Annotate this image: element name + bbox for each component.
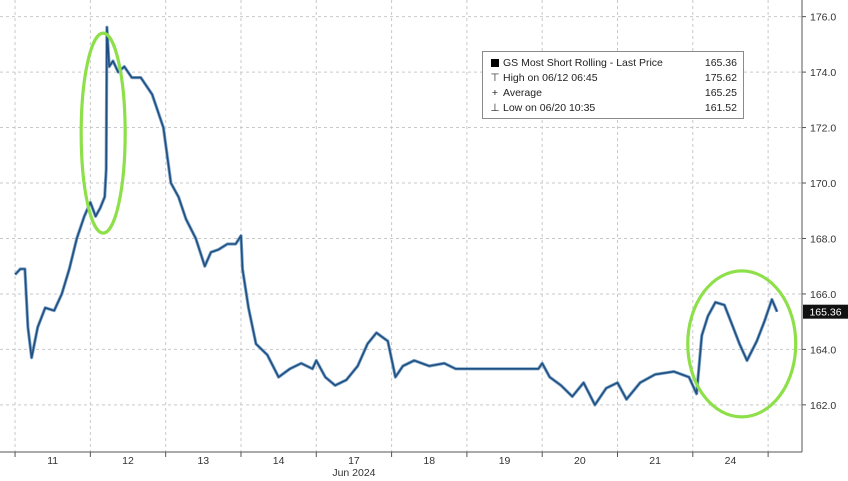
last-price-tag-label: 165.36 [809, 307, 841, 319]
y-tick-label: 162.0 [810, 400, 836, 412]
y-tick-label: 174.0 [810, 67, 836, 79]
x-axis-label: Jun 2024 [332, 467, 375, 479]
x-tick-label: 12 [122, 455, 134, 467]
series-layer [13, 25, 779, 407]
y-tick-label: 170.0 [810, 178, 836, 190]
legend-label: Average [503, 87, 542, 99]
x-tick-label: 21 [649, 455, 661, 467]
legend-label: Low on 06/20 10:35 [503, 102, 596, 114]
y-tick-label: 168.0 [810, 233, 836, 245]
legend-entry: ⊤ High on 06/12 06:45 175.62 [489, 71, 737, 85]
legend-value: 165.25 [704, 87, 737, 99]
square-icon [489, 56, 501, 70]
series-line [14, 26, 778, 406]
y-tick-label: 176.0 [810, 12, 836, 24]
x-tick-label: 17 [348, 455, 360, 467]
highlight-ellipse [79, 31, 127, 235]
y-tick-label: 172.0 [810, 123, 836, 135]
average-marker-icon: + [491, 87, 499, 99]
low-marker-icon: ⊥ [490, 102, 500, 114]
x-tick-label: 11 [47, 455, 58, 467]
legend-label: High on 06/12 06:45 [503, 72, 598, 84]
y-tick-label: 166.0 [810, 289, 836, 301]
x-tick-label: 13 [197, 455, 209, 467]
last-price-tag [803, 304, 848, 319]
x-tick-label: 14 [273, 455, 285, 467]
legend-value: 175.62 [704, 72, 737, 84]
legend-entry: + Average 165.25 [489, 86, 737, 100]
annotations [79, 31, 798, 419]
y-tick-label: 164.0 [810, 344, 836, 356]
last-price-tag-group: 165.36 [803, 304, 848, 319]
x-tick-label: 24 [725, 455, 737, 467]
legend-label: GS Most Short Rolling - Last Price [503, 57, 663, 69]
legend-value: 161.52 [704, 102, 737, 114]
legend: GS Most Short Rolling - Last Price 165.3… [482, 51, 744, 119]
x-axis: 11 12 13 14 17 18 19 20 21 24 Jun 2024 [0, 451, 802, 479]
x-tick-label: 18 [423, 455, 435, 467]
x-tick-label: 19 [499, 455, 511, 467]
highlight-ellipse [686, 269, 798, 419]
legend-value: 165.36 [704, 57, 737, 69]
high-marker-icon: ⊤ [490, 72, 500, 84]
x-tick-label: 20 [574, 455, 586, 467]
legend-entry: GS Most Short Rolling - Last Price 165.3… [489, 56, 737, 70]
legend-entry: ⊥ Low on 06/20 10:35 161.52 [489, 101, 737, 115]
y-axis: 162.0 164.0 166.0 168.0 170.0 172.0 174.0 176.0 [801, 0, 836, 452]
